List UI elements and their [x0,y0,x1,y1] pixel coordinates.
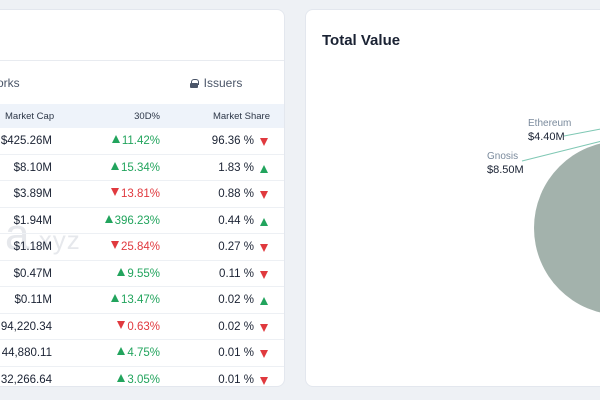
cell-market-share: 1.83 % [218,161,254,174]
share-down-icon [260,323,268,332]
pie-chart: Ethereum $4.40M Gnosis $8.50M [487,118,600,315]
column-header-market-share[interactable]: Market Share [212,111,270,122]
cell-30d-value: 4.75% [127,347,160,359]
share-down-icon [260,244,268,252]
chart-title: Total Value [322,32,401,49]
cell-market-share: 0.01 % [218,347,254,359]
cell-market-cap: 44,880.11 [1,347,52,359]
cell-market-share: 0.11 % [219,267,254,280]
slice-label-gnosis: Gnosis [487,151,518,162]
arrow-up-icon [117,347,126,355]
networks-table-card: orks Issuers Market Cap 30D% Market Shar… [0,9,285,387]
cell-30d-change: 4.75% [117,347,160,359]
cell-market-cap: $3.89M [13,188,52,200]
arrow-down-icon [110,188,119,196]
slice-value-gnosis: $8.50M [487,164,524,176]
share-down-icon [260,138,268,146]
arrow-up-icon [117,267,126,276]
arrow-up-icon [111,135,120,143]
cell-30d-change: 9.55% [117,267,160,280]
share-up-icon [260,297,268,305]
share-down-icon [260,191,268,199]
cell-30d-value: 9.55% [127,267,160,280]
cell-market-share: 0.88 % [218,188,254,200]
share-down-icon [260,376,268,385]
tab-issuers[interactable]: Issuers [151,76,281,90]
table-row[interactable]: 32,266.64 3.05% 0.01 % [0,367,284,387]
cell-30d-change: 25.84% [110,241,160,253]
lock-icon [189,79,199,88]
cell-30d-change: 396.23% [104,214,160,227]
cell-market-share: 0.01 % [218,373,254,386]
cell-30d-value: 13.47% [120,294,160,306]
cell-market-share: 0.44 % [218,214,254,227]
cell-market-cap: $1.94M [13,214,52,227]
arrow-down-icon [117,320,126,329]
cell-30d-change: 15.34% [110,161,160,174]
cell-market-cap: $1.18M [13,241,52,253]
arrow-up-icon [110,161,119,170]
table-row[interactable]: 44,880.11 4.75% 0.01 % [0,340,284,367]
cell-30d-change: 13.47% [110,294,160,306]
cell-30d-value: 25.84% [120,241,160,253]
share-down-icon [260,350,268,358]
table-row[interactable]: $8.10M 15.34% 1.83 % [0,155,284,181]
cell-market-share: 0.02 % [218,320,254,333]
cell-market-share: 0.27 % [218,241,254,253]
arrow-up-icon [110,294,119,302]
column-header-market-cap[interactable]: Market Cap [5,111,55,122]
cell-30d-value: 0.63% [127,320,160,333]
cell-30d-value: 396.23% [114,214,160,227]
table-row[interactable]: $3.89M 13.81% 0.88 % [0,181,284,208]
cell-market-share: 96.36 % [211,135,254,147]
share-down-icon [260,270,268,279]
column-header-30d[interactable]: 30D% [134,111,160,122]
table-row[interactable]: $1.94M 396.23% 0.44 % [0,208,284,234]
cell-30d-value: 3.05% [127,373,160,386]
cell-market-cap: $8.10M [13,161,52,174]
table-tabs: orks Issuers [0,60,284,104]
table-header: Market Cap 30D% Market Share [0,104,284,128]
cell-market-cap: $0.47M [13,267,52,280]
share-up-icon [260,217,268,226]
cell-market-share: 0.02 % [218,294,254,306]
cell-30d-value: 13.81% [120,188,160,200]
cell-30d-change: 3.05% [117,373,160,386]
cell-30d-value: 15.34% [120,161,160,174]
cell-30d-change: 11.42% [111,135,160,147]
table-row[interactable]: $1.18M 25.84% 0.27 % [0,234,284,261]
table-body: $425.26M 11.42% 96.36 % $8.10M 15.34% 1.83 % $… [0,128,284,387]
arrow-up-icon [104,214,113,223]
cell-market-cap: 94,220.34 [0,320,52,333]
total-value-card: Total Value Ethereum $4.40M Gnosis $8.50… [305,9,600,387]
leader-line-ethereum [563,128,600,137]
table-row[interactable]: $425.26M 11.42% 96.36 % [0,128,284,155]
cell-market-cap: 32,266.64 [0,373,52,386]
tab-networks[interactable]: orks [0,75,20,90]
slice-value-ethereum: $4.40M [528,131,565,143]
cell-30d-change: 0.63% [117,320,160,333]
table-row[interactable]: $0.47M 9.55% 0.11 % [0,261,284,287]
slice-label-ethereum: Ethereum [528,118,571,129]
leader-line-gnosis [521,140,600,162]
table-row[interactable]: $0.11M 13.47% 0.02 % [0,287,284,314]
cell-30d-value: 11.42% [121,135,160,147]
arrow-down-icon [110,241,119,249]
arrow-up-icon [117,373,126,382]
table-row[interactable]: 94,220.34 0.63% 0.02 % [0,314,284,340]
cell-market-cap: $425.26M [0,135,52,147]
share-up-icon [260,164,268,173]
tab-issuers-label: Issuers [203,75,243,90]
cell-market-cap: $0.11M [14,294,52,306]
cell-30d-change: 13.81% [110,188,160,200]
pie-slice-main[interactable] [534,141,600,315]
